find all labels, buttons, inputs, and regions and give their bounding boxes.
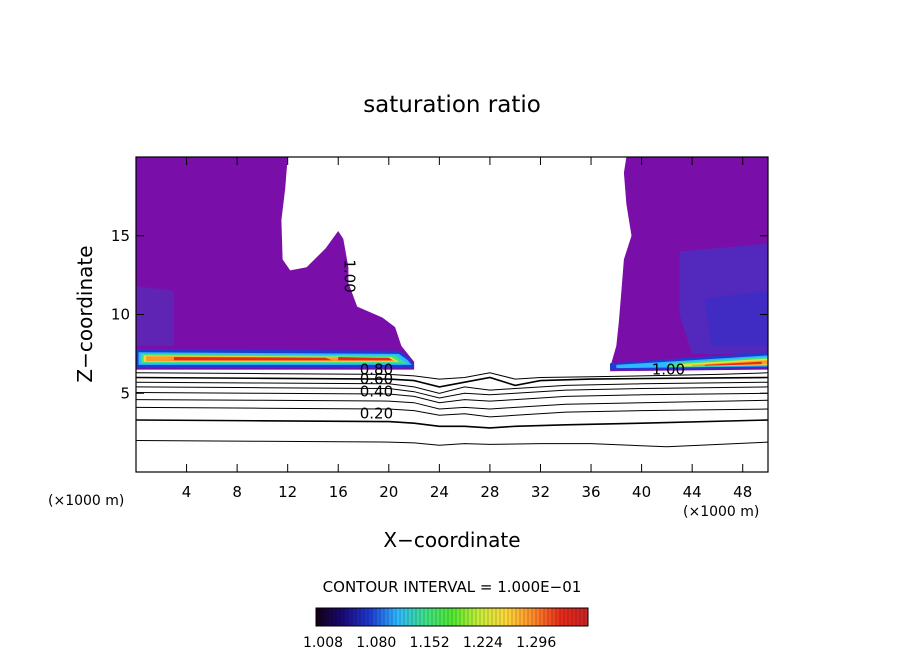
- y-tick-label: 5: [120, 384, 130, 402]
- plot-area: [136, 157, 768, 472]
- x-unit-right: (×1000 m): [683, 504, 759, 520]
- contour-label: 0.80: [360, 360, 393, 378]
- colorbar: [315, 607, 589, 627]
- colorbar-label: 1.152: [410, 635, 450, 651]
- contour-label: 0.40: [360, 382, 393, 400]
- contour-labels: 1.00 1.00 0.800.600.40 0.20: [341, 259, 686, 422]
- band-5: [173, 357, 332, 361]
- contour-0.7: [136, 381, 768, 394]
- contour-0.6: [136, 386, 768, 399]
- band-layer: [136, 349, 768, 370]
- x-tick-label: 8: [232, 483, 242, 501]
- contour-label: 0.60: [360, 370, 393, 388]
- contour-0.1: [136, 440, 768, 448]
- band-6: [338, 357, 393, 361]
- x-axis-ticks: 4 8 12 16 20 24 28 32 36 40 44 48: [182, 157, 752, 501]
- contour-label: 1.00: [652, 360, 685, 378]
- colorbar-label: 1.008: [303, 635, 343, 651]
- contour-0.2: [136, 419, 768, 429]
- x-tick-label: 16: [329, 483, 348, 501]
- left-supersaturated-region: [136, 157, 415, 370]
- contour-label: 0.20: [360, 404, 393, 422]
- contour-0.8: [136, 376, 768, 388]
- deep-region-2: [704, 290, 768, 346]
- colorbar-label: 1.224: [463, 635, 503, 651]
- chart-title: saturation ratio: [363, 92, 541, 118]
- colorbar-label: 1.080: [356, 635, 396, 651]
- x-tick-label: 24: [430, 483, 449, 501]
- x-tick-label: 48: [733, 483, 752, 501]
- y-axis-ticks: 5 10 15: [111, 227, 768, 402]
- contour-0.3: [136, 406, 768, 418]
- contour-0.5: [136, 392, 768, 404]
- y-axis-label: Z−coordinate: [73, 245, 97, 382]
- contour-0.4: [136, 399, 768, 410]
- deep-regions-layer: [136, 243, 768, 354]
- contour-0.9: [136, 372, 768, 380]
- colorbar-tick-marks: [319, 608, 585, 626]
- x-tick-label: 32: [531, 483, 550, 501]
- x-tick-label: 36: [581, 483, 600, 501]
- contour-lines: [136, 372, 768, 448]
- x-tick-label: 4: [182, 483, 192, 501]
- x-tick-label: 40: [632, 483, 651, 501]
- x-unit-left: (×1000 m): [48, 493, 124, 509]
- y-tick-label: 10: [111, 306, 130, 324]
- y-tick-label: 15: [111, 227, 130, 245]
- x-axis-label: X−coordinate: [383, 528, 520, 552]
- deep-region-0: [136, 286, 174, 346]
- x-tick-label: 20: [379, 483, 398, 501]
- x-tick-label: 44: [683, 483, 702, 501]
- contour-label: 1.00: [341, 259, 359, 292]
- band-12: [704, 361, 762, 366]
- contour-interval-text: CONTOUR INTERVAL = 1.000E−01: [323, 578, 582, 596]
- x-tick-label: 28: [480, 483, 499, 501]
- x-tick-label: 12: [278, 483, 297, 501]
- colorbar-label: 1.296: [516, 635, 556, 651]
- colorbar-labels: 1.008 1.080 1.152 1.224 1.296: [303, 635, 556, 651]
